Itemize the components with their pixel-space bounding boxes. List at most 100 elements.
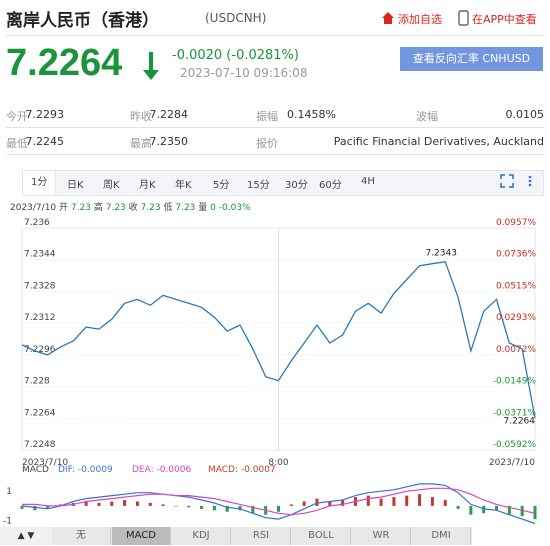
stat-label: 今开 <box>6 110 28 123</box>
y-tick-label: 7.236 <box>24 218 50 228</box>
info-value: 7.23 <box>140 203 161 213</box>
y2-tick-label: 0.0072% <box>496 345 536 355</box>
y2-tick-label: 0.0515% <box>496 281 536 291</box>
macd-bar <box>161 504 165 506</box>
macd-bar <box>507 505 511 515</box>
stat-value: 7.2350 <box>149 135 189 148</box>
y2-tick-label: 0.0736% <box>496 250 536 260</box>
stat-label: 昨收 <box>130 110 152 123</box>
info-line: 2023/7/10 开 7.23 高 7.23 收 7.23 低 7.23 量 … <box>10 200 251 213</box>
phone-icon <box>458 10 469 26</box>
stat-label: 波幅 <box>416 110 438 123</box>
macd-tick-label: 1 <box>6 487 12 497</box>
stat-value: 7.2284 <box>149 108 189 121</box>
peak-annotation: 7.2343 <box>425 249 457 259</box>
indicator-tab[interactable]: BOLL <box>292 527 351 545</box>
y-tick-label: 7.2312 <box>24 313 56 323</box>
macd-bar <box>495 505 499 511</box>
macd-bar <box>289 504 293 506</box>
stat-value: 0.0105 <box>505 108 545 121</box>
macd-bar <box>174 505 178 507</box>
period-tab[interactable]: 年K <box>175 180 192 191</box>
y-tick-label: 7.2264 <box>24 408 56 418</box>
indicator-tabs: 无 MACD KDJ RSI BOLL WR DMI <box>52 527 472 545</box>
macd-bar <box>520 505 524 517</box>
period-tab[interactable]: 月K <box>139 180 156 191</box>
macd-legend: MACD <box>22 465 49 475</box>
info-label: 低 <box>163 203 173 213</box>
macd-bar <box>251 505 255 514</box>
add-watch[interactable]: 添加自选 <box>398 13 442 26</box>
macd-bar <box>315 498 319 506</box>
y-tick-label: 7.228 <box>24 377 50 387</box>
y2-tick-label: -0.0592% <box>493 440 537 450</box>
macd-legend: MACD: -0.0007 <box>208 465 276 475</box>
macd-bar <box>469 505 473 515</box>
macd-bar <box>135 501 139 506</box>
info-label: 高 <box>93 203 103 213</box>
stat-value: 0.1458% <box>287 108 336 121</box>
period-tab[interactable]: 日K <box>67 180 84 191</box>
y-tick-label: 7.2344 <box>24 250 56 260</box>
period-tab[interactable]: 4H <box>361 176 375 187</box>
stat-label: 振幅 <box>256 110 278 123</box>
code: (USDCNH) <box>205 11 267 25</box>
macd-bar <box>379 498 383 506</box>
reverse-button[interactable]: 查看反向汇率 CNHUSD <box>400 47 543 71</box>
x-tick-label: 2023/7/10 <box>489 458 535 468</box>
macd-bar <box>123 500 127 506</box>
macd-bar <box>328 501 332 506</box>
scroll-arrows[interactable]: ▲ ▼ <box>0 527 52 545</box>
indicator-tab[interactable]: KDJ <box>172 527 231 545</box>
period-tab[interactable]: 5分 <box>213 180 230 191</box>
macd-bar <box>238 505 242 511</box>
down-arrow <box>143 52 159 80</box>
macd-bar <box>277 505 280 512</box>
x-tick-label: 8:00 <box>268 458 288 468</box>
indicator-tab[interactable]: 无 <box>52 527 111 545</box>
info-value: 7.23 <box>175 203 196 213</box>
price-line <box>21 260 536 419</box>
watch-icon <box>382 12 394 24</box>
macd-bar <box>533 505 537 520</box>
macd-bar <box>97 502 101 506</box>
macd-bar <box>225 505 229 512</box>
macd-bar <box>110 501 114 506</box>
macd-bar <box>341 500 345 506</box>
period-tab[interactable]: 60分 <box>319 180 342 191</box>
macd-bar <box>482 505 486 514</box>
y-tick-label: 7.2328 <box>24 281 56 291</box>
y-tick-label: 7.2248 <box>24 440 56 450</box>
stat-label: 最低 <box>6 137 28 150</box>
stat-value: 7.2245 <box>25 135 65 148</box>
tab-icons <box>500 174 532 188</box>
macd-bar <box>366 495 370 506</box>
period-tab[interactable]: 30分 <box>285 180 308 191</box>
macd-bar <box>187 505 191 508</box>
macd-bar <box>148 502 152 506</box>
stat-value: 7.2293 <box>25 108 65 121</box>
y2-tick-label: 0.0293% <box>496 313 536 323</box>
period-tab[interactable]: 15分 <box>247 180 270 191</box>
stats-row: 今开 7.2293 昨收 7.2284 振幅 0.1458% 波幅 0.0105 <box>6 101 544 128</box>
macd-bar <box>46 505 50 509</box>
indicator-tab[interactable]: MACD <box>112 527 171 545</box>
stat-label: 报价 <box>256 137 278 150</box>
indicator-tab[interactable]: RSI <box>232 527 291 545</box>
macd-bar <box>405 495 409 506</box>
price: 7.2264 <box>6 42 123 84</box>
open-app[interactable]: 在APP中查看 <box>472 13 537 26</box>
period-tab[interactable]: 周K <box>103 180 120 191</box>
indicator-tab[interactable]: WR <box>352 527 411 545</box>
indicator-tab[interactable]: DMI <box>412 527 471 545</box>
period-tab[interactable]: 1分 <box>23 171 57 195</box>
macd-bar <box>456 505 460 509</box>
stat-label: 最高 <box>130 137 152 150</box>
macd-bar <box>392 497 396 506</box>
y-tick-label: 7.2296 <box>24 345 56 355</box>
info-date: 2023/7/10 <box>10 203 57 213</box>
macd-legend: DEA: -0.0006 <box>132 465 192 475</box>
divider <box>6 35 544 36</box>
